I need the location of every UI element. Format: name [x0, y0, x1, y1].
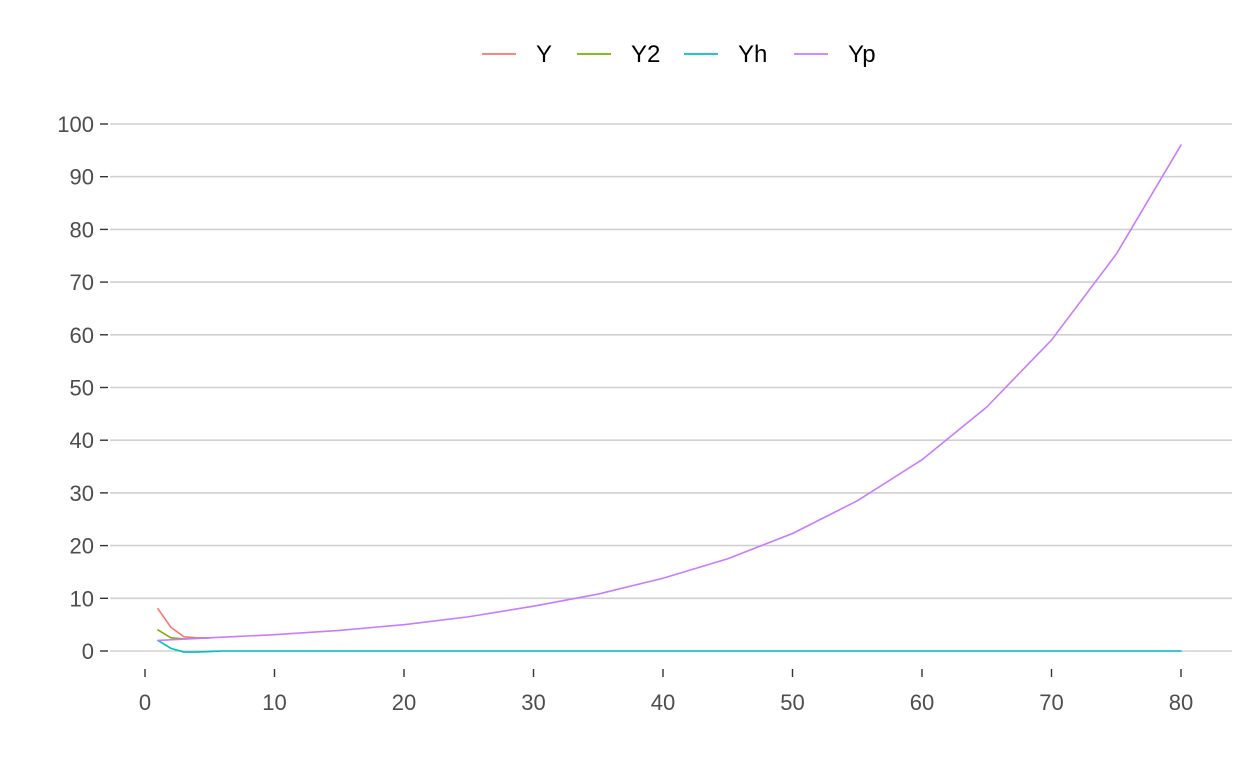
- x-tick-label-30: 30: [521, 690, 545, 715]
- y-tick-label-60: 60: [70, 323, 94, 348]
- y-tick-label-90: 90: [70, 165, 94, 190]
- y-tick-label-70: 70: [70, 270, 94, 295]
- x-axis: 0 10 20 30 40 50 60 70 80: [139, 669, 1193, 715]
- legend-item-y2: Y2: [577, 41, 660, 68]
- y-tick-label-10: 10: [70, 586, 94, 611]
- legend-label-y2: Y2: [631, 41, 660, 68]
- series-lines: [157, 144, 1182, 653]
- legend-label-y: Y: [536, 41, 552, 68]
- y-tick-label-100: 100: [57, 112, 94, 137]
- gridlines: [110, 123, 1232, 652]
- y-tick-label-50: 50: [70, 376, 94, 401]
- x-tick-label-80: 80: [1169, 690, 1193, 715]
- legend-item-y: Y: [482, 41, 552, 68]
- y-axis: 0 10 20 30 40 50 60 70 80 90 100: [57, 112, 108, 664]
- x-tick-label-0: 0: [139, 690, 151, 715]
- legend-item-yh: Yh: [684, 41, 767, 68]
- x-tick-label-10: 10: [262, 690, 286, 715]
- y-tick-label-20: 20: [70, 534, 94, 559]
- legend: Y Y2 Yh Yp: [482, 41, 876, 68]
- y-tick-label-40: 40: [70, 428, 94, 453]
- x-tick-label-70: 70: [1039, 690, 1063, 715]
- legend-item-yp: Yp: [794, 41, 876, 68]
- y-tick-label-80: 80: [70, 217, 94, 242]
- series-line-yp: [157, 144, 1182, 642]
- series-line-y: [157, 608, 211, 639]
- series-line-yh: [157, 639, 1182, 653]
- x-tick-label-40: 40: [651, 690, 675, 715]
- x-tick-label-60: 60: [910, 690, 934, 715]
- y-tick-label-0: 0: [82, 639, 94, 664]
- legend-label-yh: Yh: [738, 41, 767, 68]
- legend-label-yp: Yp: [848, 41, 876, 68]
- y-tick-label-30: 30: [70, 481, 94, 506]
- x-tick-label-20: 20: [392, 690, 416, 715]
- x-tick-label-50: 50: [780, 690, 804, 715]
